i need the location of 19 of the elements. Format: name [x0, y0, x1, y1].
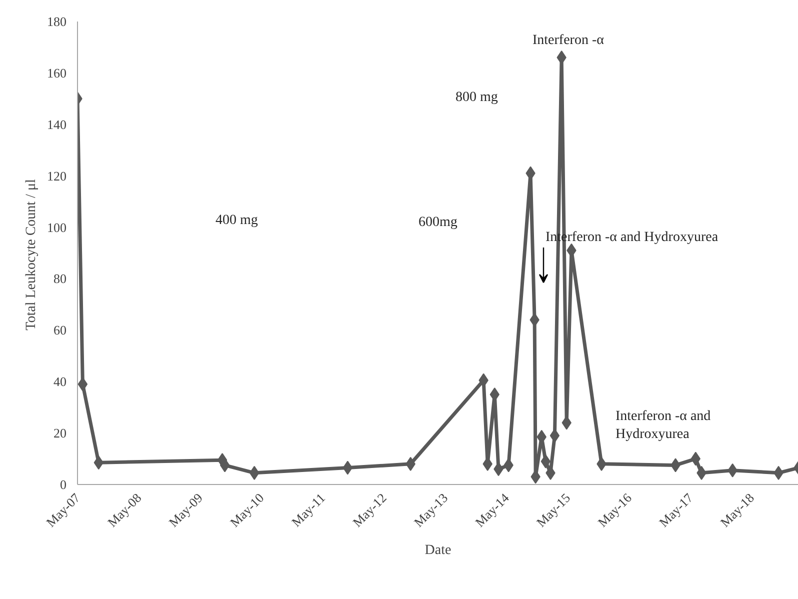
annotation: 400 mg	[216, 213, 258, 228]
y-tick-label: 80	[54, 271, 66, 286]
y-tick-label: 120	[47, 168, 66, 184]
y-tick-label: 20	[54, 426, 66, 441]
y-tick-label: 0	[60, 477, 66, 492]
annotation: 600mg	[418, 215, 458, 230]
y-tick-label: 100	[47, 220, 66, 235]
x-axis-title: Date	[424, 543, 452, 558]
y-tick-label: 140	[47, 116, 66, 132]
point	[78, 377, 88, 392]
y-axis-title: Total Leukocyte Count / μl	[24, 179, 39, 330]
annotation: 800 mg	[456, 90, 498, 105]
y-tick-label: 40	[54, 374, 66, 390]
annotation: Interferon -α and Hydroxyurea	[616, 409, 711, 442]
y-tick-label: 60	[54, 322, 66, 338]
annotation: Interferon -α	[532, 33, 605, 48]
y-tick-label: 180	[47, 14, 66, 29]
point	[550, 428, 560, 443]
y-tick-label: 160	[47, 65, 66, 80]
